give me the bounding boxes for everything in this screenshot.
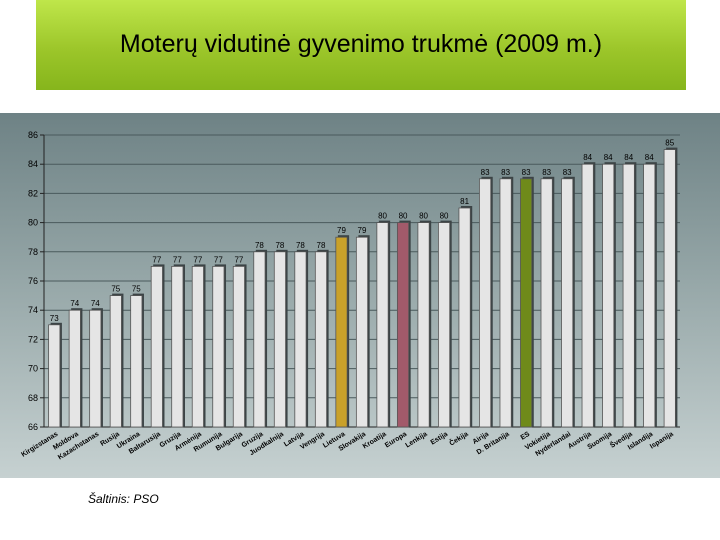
data-label: 84: [583, 153, 592, 162]
x-tick-label: Ispanija: [649, 431, 675, 451]
y-tick-label: 70: [28, 364, 38, 374]
bar: [458, 207, 471, 428]
y-tick-label: 84: [28, 159, 38, 169]
data-label: 83: [481, 168, 490, 177]
bar: [109, 295, 122, 428]
data-label: 77: [173, 255, 182, 264]
bar: [602, 163, 615, 428]
title-bar: Moterų vidutinė gyvenimo trukmė (2009 m.…: [36, 0, 686, 90]
data-label: 78: [275, 241, 284, 250]
y-tick-label: 80: [28, 218, 38, 228]
bar: [622, 163, 635, 428]
life-expectancy-bar-chart: 666870727476788082848673Kirgizstanas74Mo…: [20, 130, 680, 461]
bar: [48, 324, 61, 428]
data-label: 83: [542, 168, 551, 177]
bar: [561, 178, 574, 428]
bar: [68, 309, 81, 428]
data-label: 73: [50, 314, 59, 323]
bar: [232, 265, 245, 428]
data-label: 79: [358, 226, 367, 235]
data-label: 78: [296, 241, 305, 250]
y-tick-label: 72: [28, 334, 38, 344]
bar: [376, 222, 389, 428]
data-label: 78: [317, 241, 326, 250]
bar: [273, 251, 286, 428]
x-tick-label: Čekija: [447, 429, 469, 448]
data-label: 74: [91, 299, 100, 308]
data-label: 77: [234, 255, 243, 264]
x-tick-label: Europa: [384, 431, 408, 450]
data-label: 84: [604, 153, 613, 162]
bar: [89, 309, 102, 428]
y-tick-label: 76: [28, 276, 38, 286]
x-tick-label: Kroatija: [362, 431, 388, 451]
data-label: 80: [440, 212, 449, 221]
data-label: 77: [214, 255, 223, 264]
bar: [335, 236, 348, 428]
source-note: Šaltinis: PSO: [88, 492, 159, 506]
y-tick-label: 68: [28, 393, 38, 403]
bar: [294, 251, 307, 428]
data-label: 85: [665, 139, 674, 148]
x-tick-label: ES: [520, 431, 532, 442]
bar: [212, 265, 225, 428]
bar: [150, 265, 163, 428]
bar: [253, 251, 266, 428]
data-label: 84: [645, 153, 654, 162]
x-tick-label: Estija: [430, 431, 450, 447]
data-label: 78: [255, 241, 264, 250]
bar: [643, 163, 656, 428]
data-label: 77: [152, 255, 161, 264]
data-label: 75: [132, 285, 141, 294]
bar: [191, 265, 204, 428]
data-label: 84: [624, 153, 633, 162]
data-label: 83: [522, 168, 531, 177]
data-label: 80: [399, 212, 408, 221]
data-label: 79: [337, 226, 346, 235]
bar: [520, 178, 533, 428]
y-tick-label: 74: [28, 305, 38, 315]
bar: [171, 265, 184, 428]
bar: [355, 236, 369, 428]
bar: [438, 222, 451, 428]
bar: [130, 295, 143, 428]
data-label: 80: [378, 212, 387, 221]
bar: [417, 222, 430, 428]
bar: [581, 163, 594, 428]
bar: [479, 178, 492, 428]
y-tick-label: 78: [28, 247, 38, 257]
y-tick-label: 82: [28, 188, 38, 198]
bar: [499, 178, 512, 428]
page-title: Moterų vidutinė gyvenimo trukmė (2009 m.…: [119, 30, 603, 58]
data-label: 77: [193, 255, 202, 264]
data-label: 74: [70, 299, 79, 308]
bar: [396, 222, 410, 428]
x-tick-label: Lenkija: [404, 431, 428, 450]
y-tick-label: 86: [28, 130, 38, 140]
data-label: 81: [460, 197, 469, 206]
bar: [663, 149, 676, 428]
data-label: 83: [501, 168, 510, 177]
data-label: 80: [419, 212, 428, 221]
bar: [540, 178, 553, 428]
data-label: 83: [563, 168, 572, 177]
data-label: 75: [111, 285, 120, 294]
bar: [314, 251, 328, 428]
y-tick-label: 66: [28, 422, 38, 432]
